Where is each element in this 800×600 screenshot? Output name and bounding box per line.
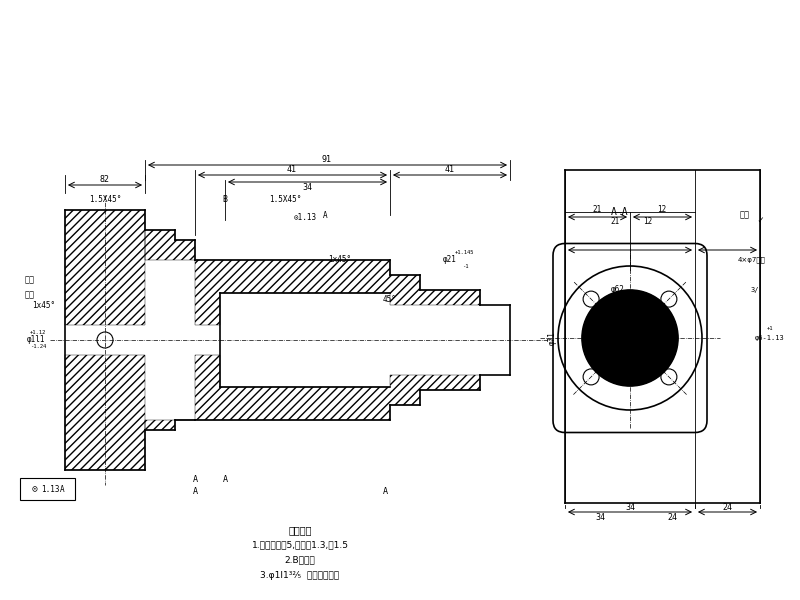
Text: A—A: A—A [611,207,629,217]
Text: 34: 34 [595,514,605,523]
Text: 24: 24 [722,503,732,511]
Text: 其余: 其余 [740,211,750,220]
Bar [20,478,75,500]
Text: -1: -1 [462,265,468,269]
Text: A: A [322,211,327,220]
Text: 41: 41 [287,166,297,175]
Text: ⊙1.13: ⊙1.13 [294,214,317,223]
Text: +1: +1 [766,325,774,331]
Text: 3.φ1l1³²⁄₅  外圆无光数磨: 3.φ1l1³²⁄₅ 外圆无光数磨 [261,571,339,580]
Text: φ6-1.13: φ6-1.13 [755,335,785,341]
Text: 1.5X45°: 1.5X45° [269,196,301,205]
Text: +1.12: +1.12 [30,329,46,335]
Text: ✓: ✓ [757,215,763,225]
Text: +1.145: +1.145 [455,250,474,254]
Text: 45°: 45° [383,295,397,304]
Text: φ21: φ21 [443,256,457,265]
Text: φ71: φ71 [547,331,557,345]
Text: 41: 41 [445,166,455,175]
Circle shape [582,290,678,386]
Text: 24: 24 [667,514,677,523]
Text: 技术要求: 技术要求 [288,525,312,535]
Text: 1x45°: 1x45° [329,256,351,265]
Text: 12: 12 [643,217,653,226]
Text: 91: 91 [322,155,332,164]
Text: -1.24: -1.24 [30,344,46,349]
Text: ⊙: ⊙ [32,484,38,494]
Text: 34: 34 [302,182,312,191]
Text: φ4: φ4 [630,335,639,341]
Text: A: A [193,487,198,497]
Text: 1.13: 1.13 [41,485,59,493]
Text: 12: 12 [658,205,666,214]
Text: 82: 82 [100,175,110,185]
Text: 刻字: 刻字 [25,290,35,299]
Text: 割线: 割线 [25,275,35,284]
Text: 34: 34 [625,503,635,511]
Text: A: A [60,485,64,493]
Text: 2.B面抛光: 2.B面抛光 [285,556,315,565]
Text: A: A [222,475,227,485]
Text: 1.5X45°: 1.5X45° [89,196,121,205]
Text: A: A [193,475,198,485]
FancyBboxPatch shape [553,244,707,433]
Text: A: A [382,487,387,497]
Text: φ62: φ62 [611,286,625,295]
Text: 4×φ7螺孔: 4×φ7螺孔 [738,257,766,263]
Text: 21: 21 [610,217,620,226]
Text: φ1l1: φ1l1 [26,335,45,344]
Text: 1.刻字字型高5,刻线宽1.3,深1.5: 1.刻字字型高5,刻线宽1.3,深1.5 [251,541,349,550]
Text: 1x45°: 1x45° [32,301,55,310]
Text: 3/: 3/ [750,287,759,293]
Text: 21: 21 [592,205,602,214]
Text: B: B [222,196,227,205]
